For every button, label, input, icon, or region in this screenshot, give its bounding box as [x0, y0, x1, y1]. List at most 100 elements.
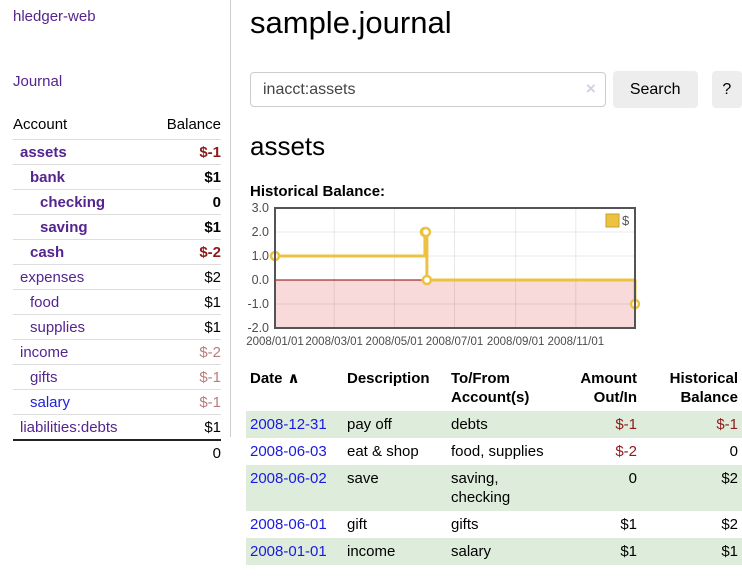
chart-border	[274, 207, 636, 329]
transaction-date-link[interactable]: 2008-01-01	[250, 543, 327, 560]
sidebar: hledger-web Journal Account Balance asse…	[0, 0, 231, 465]
sidebar-item-journal[interactable]: Journal	[13, 73, 63, 90]
account-balance: $-2	[149, 339, 221, 365]
transaction-amount: $-1	[615, 416, 637, 433]
transaction-description: income	[347, 543, 396, 560]
transaction-amount: $1	[620, 516, 637, 533]
account-row: supplies $1	[13, 314, 221, 340]
account-balance: $-1	[149, 364, 221, 390]
column-header-amount: Amount Out/In	[580, 370, 637, 406]
x-axis-tick-label: 2008/03/01	[305, 336, 363, 348]
legend-label: $	[622, 213, 630, 228]
accounts-table: Account Balance assets $-1 bank $1 checking 0…	[13, 114, 221, 465]
x-axis-tick-label: 2008/05/01	[366, 336, 424, 348]
account-row: income $-2	[13, 339, 221, 365]
transaction-balance: 0	[729, 443, 738, 460]
transaction-date-link[interactable]: 2008-12-31	[250, 416, 327, 433]
transaction-accounts: food, supplies	[451, 443, 544, 460]
search-input[interactable]	[250, 72, 606, 107]
transaction-amount: 0	[628, 470, 637, 487]
transaction-accounts: debts	[451, 416, 488, 433]
account-link[interactable]: income	[20, 344, 69, 361]
transaction-date-cell: 2008-06-01	[246, 511, 343, 538]
account-link[interactable]: checking	[40, 194, 106, 211]
legend-swatch	[605, 213, 620, 228]
column-header-date[interactable]: Date ∧	[250, 370, 300, 387]
y-axis-tick-label: 2.0	[252, 225, 269, 239]
column-header-description: Description	[347, 370, 430, 387]
main-content: sample.journal × Search ? assets Histori…	[246, 0, 742, 565]
account-balance: $1	[149, 164, 221, 190]
y-axis-tick-label: -1.0	[247, 297, 269, 311]
accounts-header-balance: Balance	[166, 116, 221, 133]
transaction-row: 2008-06-01 gift gifts $1 $2	[246, 511, 742, 538]
y-axis-tick-label: 1.0	[252, 249, 269, 263]
account-link[interactable]: gifts	[30, 369, 58, 386]
transaction-description: save	[347, 470, 379, 487]
help-button[interactable]: ?	[711, 71, 742, 108]
account-heading: assets	[250, 131, 326, 161]
account-balance: $1	[149, 414, 221, 440]
transaction-balance: $-1	[716, 416, 738, 433]
account-link[interactable]: saving	[40, 219, 88, 236]
account-row: gifts $-1	[13, 364, 221, 390]
transaction-date-cell: 2008-06-02	[246, 465, 343, 511]
account-link[interactable]: bank	[30, 169, 66, 186]
y-axis-tick-label: 0.0	[252, 273, 269, 287]
chart-container: 3.0 2.0 1.0 0.0 -1.0 -2.0 2008/01/01 2008/03/01…	[246, 201, 742, 351]
accounts-header-account: Account	[13, 116, 68, 133]
account-row: assets $-1	[13, 139, 221, 165]
account-row: salary $-1	[13, 389, 221, 415]
transaction-date-link[interactable]: 2008-06-01	[250, 516, 327, 533]
transaction-balance: $2	[721, 470, 738, 487]
transaction-description: gift	[347, 516, 368, 533]
chart-data-point[interactable]	[421, 274, 433, 286]
transaction-accounts: saving, checking	[451, 470, 511, 506]
transaction-date-cell: 2008-06-03	[246, 438, 343, 465]
transaction-row: 2008-06-02 save saving, checking 0 $2	[246, 465, 742, 511]
transactions-header-row: Date ∧ Description To/From Account(s) Amo…	[246, 367, 742, 411]
chart-data-point[interactable]	[420, 226, 432, 238]
account-balance: $1	[149, 289, 221, 315]
chart-negative-region	[275, 280, 635, 328]
transaction-date-link[interactable]: 2008-06-03	[250, 443, 327, 460]
account-link[interactable]: food	[30, 294, 60, 311]
transaction-balance: $1	[721, 543, 738, 560]
app-brand-link[interactable]: hledger-web	[13, 8, 96, 25]
account-balance: $-2	[149, 239, 221, 265]
sort-ascending-icon: ∧	[287, 370, 300, 387]
search-button[interactable]: Search	[612, 71, 698, 108]
chart-heading: Historical Balance:	[250, 183, 386, 200]
accounts-total-value: 0	[149, 439, 221, 465]
account-link[interactable]: cash	[30, 244, 65, 261]
account-row: expenses $2	[13, 264, 221, 290]
transactions-table: Date ∧ Description To/From Account(s) Amo…	[246, 367, 742, 565]
account-row: cash $-2	[13, 239, 221, 265]
account-balance: $-1	[149, 389, 221, 415]
transaction-accounts: salary	[451, 543, 492, 560]
transaction-date-link[interactable]: 2008-06-02	[250, 470, 327, 487]
account-link[interactable]: assets	[20, 144, 67, 161]
account-row: food $1	[13, 289, 221, 315]
account-balance: $1	[149, 314, 221, 340]
transaction-amount: $-2	[615, 443, 637, 460]
account-row: bank $1	[13, 164, 221, 190]
account-balance: $1	[149, 214, 221, 240]
account-balance: $-1	[149, 139, 221, 165]
account-balance: 0	[149, 189, 221, 215]
clear-search-icon[interactable]: ×	[585, 79, 596, 98]
account-link[interactable]: supplies	[30, 319, 86, 336]
transaction-row: 2008-12-31 pay off debts $-1 $-1	[246, 411, 742, 438]
account-link[interactable]: salary	[30, 394, 71, 411]
account-row: checking 0	[13, 189, 221, 215]
transaction-description: eat & shop	[347, 443, 419, 460]
search-form: × Search ?	[250, 71, 742, 108]
x-axis-tick-label: 2008/11/01	[547, 336, 604, 348]
transaction-date-cell: 2008-12-31	[246, 411, 343, 438]
account-link[interactable]: expenses	[20, 269, 85, 286]
transaction-date-cell: 2008-01-01	[246, 538, 343, 565]
transaction-accounts: gifts	[451, 516, 479, 533]
account-link[interactable]: liabilities:debts	[20, 419, 118, 436]
transaction-amount: $1	[620, 543, 637, 560]
